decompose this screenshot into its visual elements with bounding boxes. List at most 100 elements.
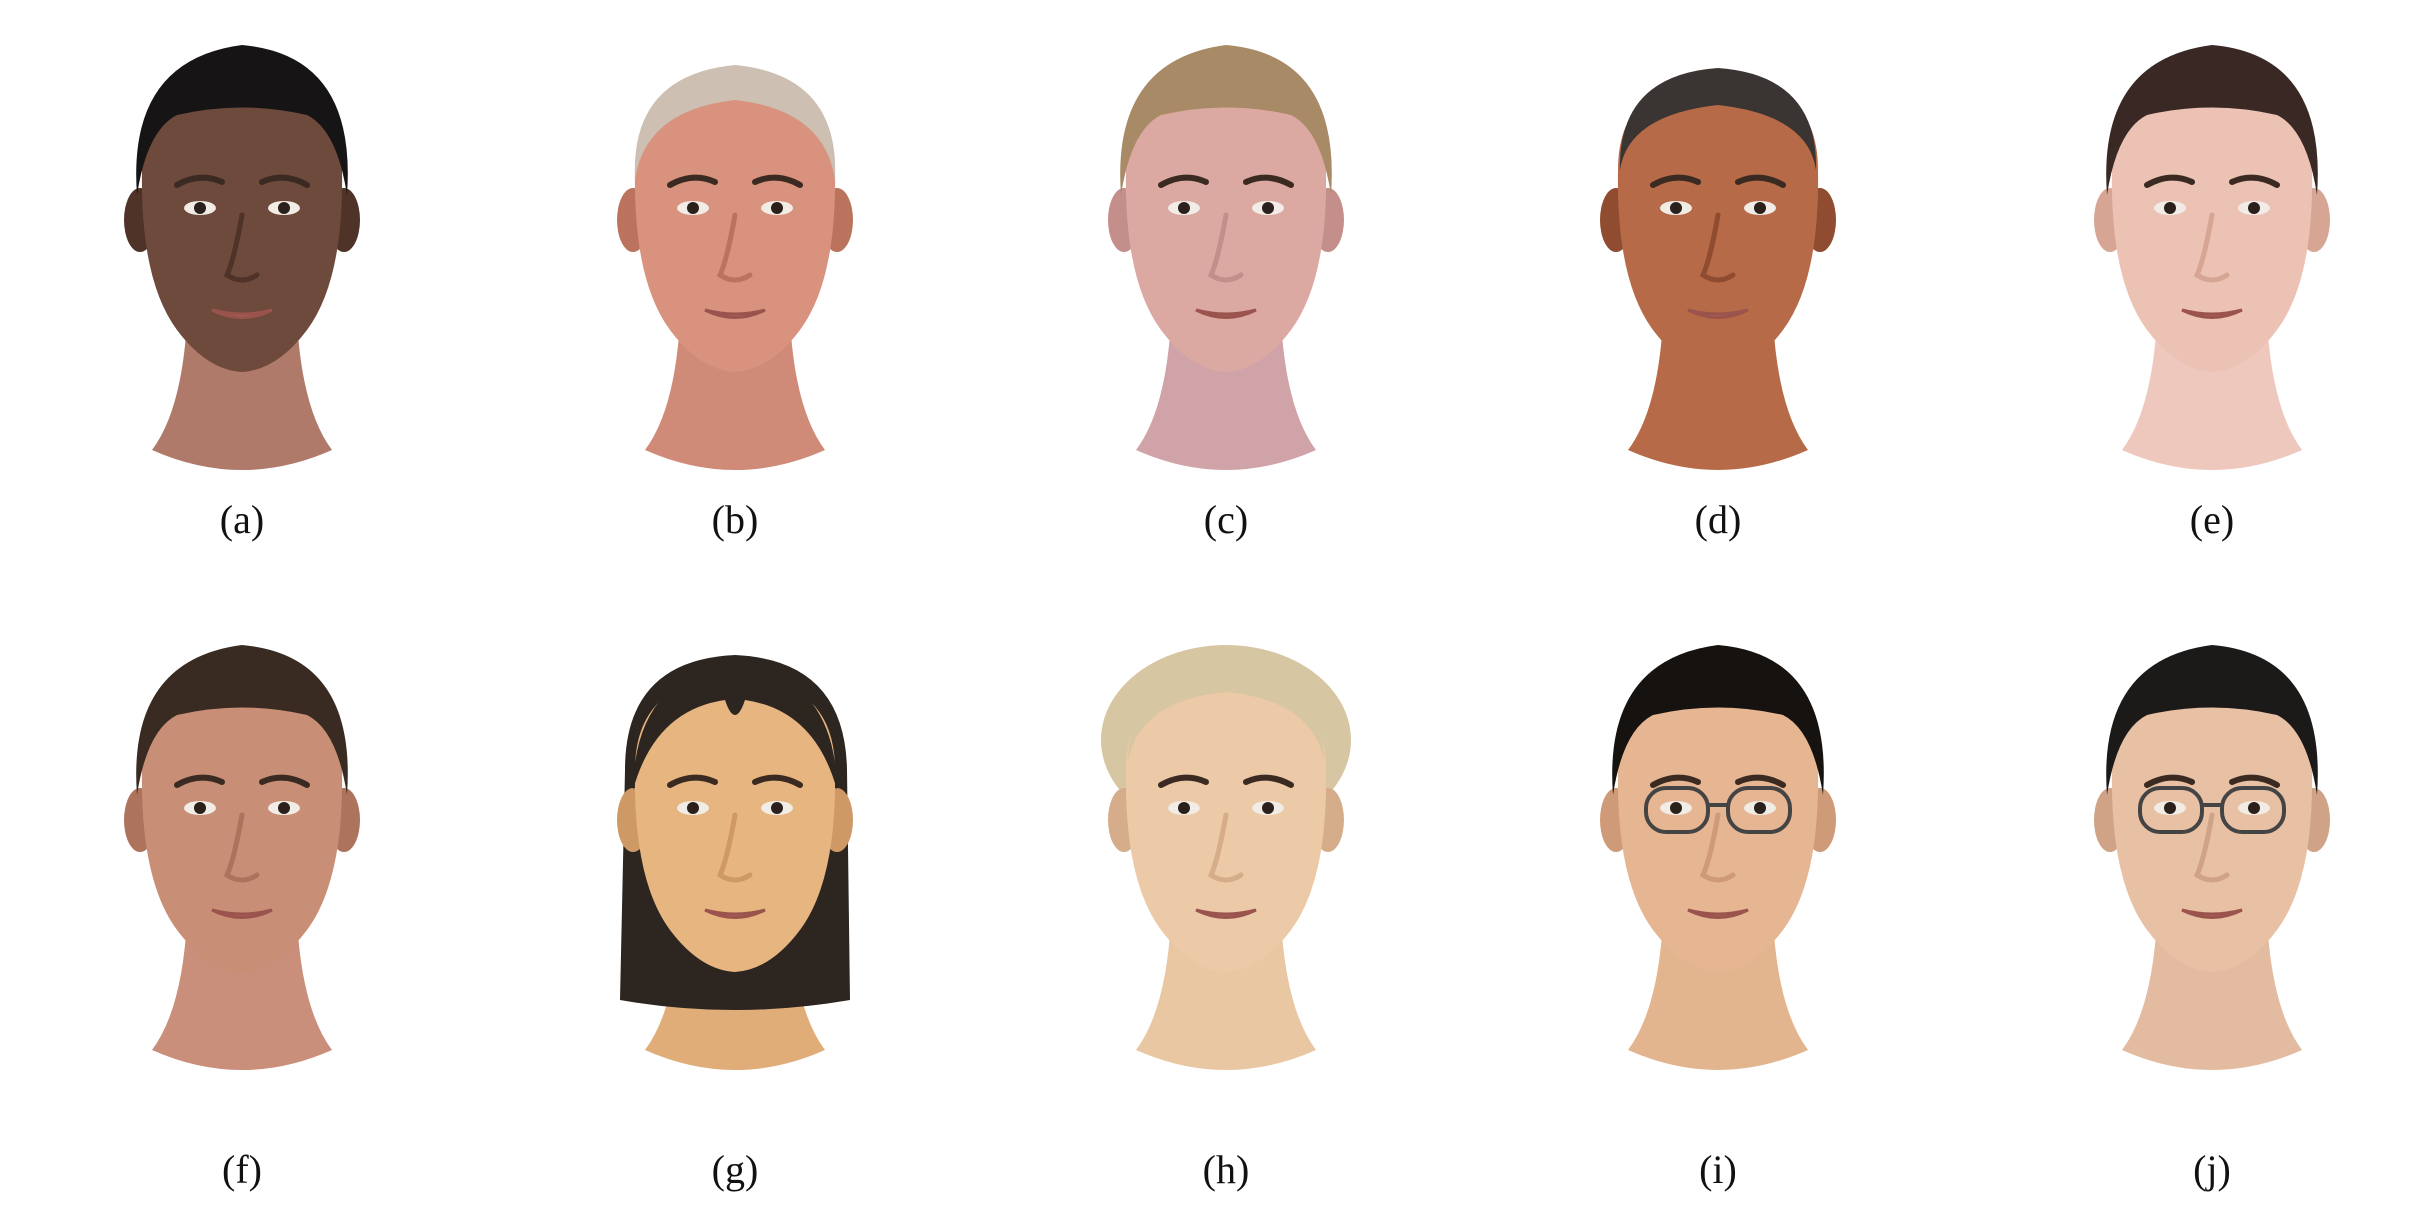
left-pupil bbox=[2164, 202, 2176, 214]
face-portrait bbox=[124, 45, 360, 470]
right-pupil bbox=[771, 802, 783, 814]
face-portrait bbox=[2094, 45, 2330, 470]
face-portrait bbox=[1108, 45, 1344, 470]
right-pupil bbox=[1262, 802, 1274, 814]
left-pupil bbox=[194, 202, 206, 214]
mouth bbox=[211, 908, 273, 919]
left-pupil bbox=[2164, 802, 2176, 814]
right-eyebrow bbox=[1735, 174, 1786, 188]
neck-shape bbox=[152, 920, 332, 1070]
neck-shape bbox=[1136, 320, 1316, 470]
hair-top bbox=[634, 65, 836, 180]
nose bbox=[1207, 212, 1244, 283]
left-eyebrow bbox=[174, 174, 225, 188]
right-pupil bbox=[1754, 202, 1766, 214]
mouth bbox=[211, 308, 273, 319]
glasses-right-lens bbox=[1726, 786, 1792, 834]
left-pupil bbox=[194, 802, 206, 814]
mouth bbox=[2181, 908, 2243, 919]
left-eyebrow bbox=[1650, 174, 1701, 188]
panel-caption: (a) bbox=[219, 497, 265, 542]
hair-top bbox=[1128, 660, 1324, 760]
right-eyebrow bbox=[2229, 174, 2280, 188]
neck-shape bbox=[1628, 920, 1808, 1070]
left-eyebrow bbox=[174, 774, 225, 788]
face-portrait bbox=[1600, 68, 1836, 470]
glasses-left-lens bbox=[1644, 786, 1710, 834]
panel-caption: (f) bbox=[222, 1147, 262, 1192]
right-pupil bbox=[278, 802, 290, 814]
panel-caption: (j) bbox=[2193, 1147, 2231, 1192]
right-pupil bbox=[278, 202, 290, 214]
neck-shape bbox=[2122, 320, 2302, 470]
panel-caption: (g) bbox=[711, 1147, 759, 1192]
nose bbox=[2193, 812, 2230, 883]
nose bbox=[1207, 812, 1244, 883]
right-eyebrow bbox=[1243, 174, 1294, 188]
right-pupil bbox=[2248, 202, 2260, 214]
panel-caption: (c) bbox=[1203, 497, 1249, 542]
right-pupil bbox=[2248, 802, 2260, 814]
hair-top bbox=[1612, 645, 1824, 795]
mouth bbox=[1687, 308, 1749, 319]
left-pupil bbox=[1670, 802, 1682, 814]
face-portrait bbox=[1600, 645, 1836, 1070]
face-portrait bbox=[2094, 645, 2330, 1070]
hair-top bbox=[1120, 45, 1332, 195]
panel-caption: (h) bbox=[1202, 1147, 1250, 1192]
nose bbox=[716, 812, 753, 883]
right-eyebrow bbox=[259, 774, 310, 788]
mouth bbox=[1195, 908, 1257, 919]
left-pupil bbox=[1670, 202, 1682, 214]
mouth bbox=[704, 908, 766, 919]
panel-caption: (b) bbox=[711, 497, 759, 542]
right-eyebrow bbox=[259, 174, 310, 188]
right-eyebrow bbox=[752, 174, 803, 188]
face-portrait bbox=[1101, 645, 1351, 1070]
left-eyebrow bbox=[1158, 774, 1209, 788]
left-pupil bbox=[687, 202, 699, 214]
right-eyebrow bbox=[752, 774, 803, 788]
right-eyebrow bbox=[1735, 774, 1786, 788]
mouth bbox=[704, 308, 766, 319]
nose bbox=[223, 212, 260, 283]
neck-shape bbox=[1136, 920, 1316, 1070]
neck-shape bbox=[2122, 920, 2302, 1070]
neck-shape bbox=[645, 320, 825, 470]
panel-caption: (i) bbox=[1699, 1147, 1737, 1192]
left-eyebrow bbox=[2144, 174, 2195, 188]
neck-shape bbox=[152, 320, 332, 470]
mouth bbox=[2181, 308, 2243, 319]
nose bbox=[1699, 212, 1736, 283]
right-pupil bbox=[1262, 202, 1274, 214]
mouth bbox=[1195, 308, 1257, 319]
hair-top bbox=[1619, 68, 1817, 170]
face-portrait bbox=[617, 65, 853, 470]
neck-shape bbox=[1628, 320, 1808, 470]
right-eyebrow bbox=[2229, 774, 2280, 788]
left-eyebrow bbox=[667, 174, 718, 188]
left-eyebrow bbox=[667, 774, 718, 788]
glasses-right-lens bbox=[2220, 786, 2286, 834]
nose bbox=[223, 812, 260, 883]
panel-caption: (e) bbox=[2189, 497, 2235, 542]
right-pupil bbox=[1754, 802, 1766, 814]
right-eyebrow bbox=[1243, 774, 1294, 788]
nose bbox=[716, 212, 753, 283]
nose bbox=[2193, 212, 2230, 283]
left-pupil bbox=[1178, 802, 1190, 814]
right-pupil bbox=[771, 202, 783, 214]
hair-top bbox=[633, 665, 837, 790]
face-portrait bbox=[124, 645, 360, 1070]
left-pupil bbox=[1178, 202, 1190, 214]
mouth bbox=[1687, 908, 1749, 919]
left-eyebrow bbox=[2144, 774, 2195, 788]
glasses-left-lens bbox=[2138, 786, 2204, 834]
left-eyebrow bbox=[1650, 774, 1701, 788]
left-pupil bbox=[687, 802, 699, 814]
hair-top bbox=[2106, 645, 2318, 795]
face-portrait bbox=[617, 655, 853, 1070]
left-eyebrow bbox=[1158, 174, 1209, 188]
hair-top bbox=[136, 645, 348, 795]
nose bbox=[1699, 812, 1736, 883]
